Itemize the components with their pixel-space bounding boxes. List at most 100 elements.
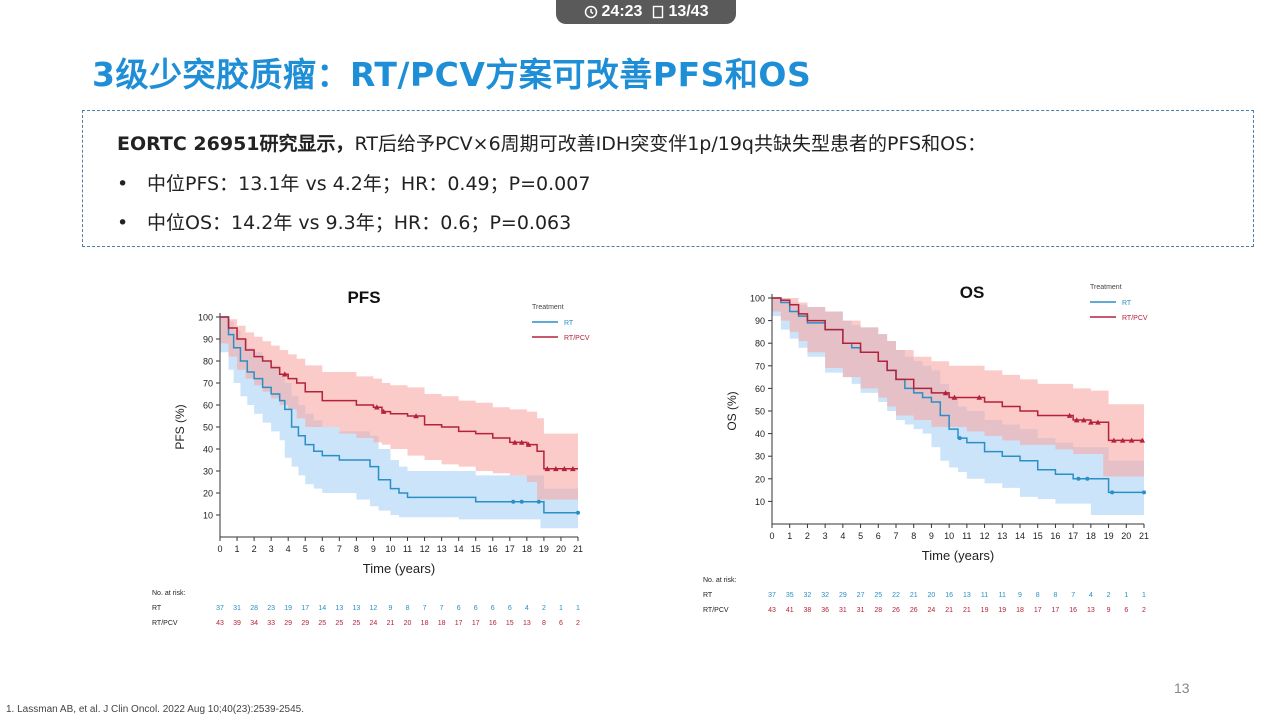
x-tick-label: 13 (437, 544, 447, 554)
at-risk-count: 31 (233, 605, 241, 612)
at-risk-count: 12 (370, 605, 378, 612)
series-ci-band-rt (220, 317, 578, 529)
at-risk-count: 32 (821, 592, 829, 599)
censor-mark-rtpcv (1088, 419, 1094, 425)
x-axis-title: Time (years) (922, 548, 994, 563)
censor-mark-rt (519, 499, 524, 504)
y-tick-label: 10 (755, 497, 765, 507)
censor-mark-rtpcv (1095, 419, 1101, 425)
x-tick-label: 3 (269, 544, 274, 554)
at-risk-count: 24 (370, 620, 378, 627)
at-risk-count: 8 (406, 605, 410, 612)
at-risk-count: 17 (455, 620, 463, 627)
at-risk-row-label: RT/PCV (152, 620, 178, 627)
x-tick-label: 16 (488, 544, 498, 554)
at-risk-count: 9 (389, 605, 393, 612)
y-axis-title: PFS (%) (173, 404, 187, 449)
y-tick-label: 40 (755, 429, 765, 439)
at-risk-count: 6 (457, 605, 461, 612)
at-risk-count: 17 (1052, 607, 1060, 614)
at-risk-count: 6 (1124, 607, 1128, 614)
y-tick-label: 10 (203, 511, 213, 521)
at-risk-count: 18 (1016, 607, 1024, 614)
x-tick-label: 21 (1139, 531, 1149, 541)
clock-icon (584, 5, 597, 19)
at-risk-row-label: RT (703, 592, 713, 599)
at-risk-count: 21 (945, 607, 953, 614)
y-tick-label: 80 (203, 357, 213, 367)
at-risk-count: 7 (423, 605, 427, 612)
censor-mark-rtpcv (1111, 437, 1117, 443)
at-risk-count: 26 (910, 607, 918, 614)
at-risk-count: 17 (472, 620, 480, 627)
at-risk-count: 14 (318, 605, 326, 612)
at-risk-count: 16 (1069, 607, 1077, 614)
x-tick-label: 12 (420, 544, 430, 554)
legend-label: RT/PCV (1122, 315, 1148, 322)
chart-title: PFS (347, 288, 380, 307)
at-risk-count: 34 (250, 620, 258, 627)
at-risk-count: 21 (910, 592, 918, 599)
x-tick-label: 0 (217, 544, 222, 554)
y-tick-label: 40 (203, 445, 213, 455)
chart-title: OS (960, 283, 985, 302)
at-risk-count: 16 (945, 592, 953, 599)
y-tick-label: 20 (755, 474, 765, 484)
at-risk-count: 36 (821, 607, 829, 614)
at-risk-count: 9 (1107, 607, 1111, 614)
at-risk-count: 20 (928, 592, 936, 599)
bullet-item-pfs: • 中位PFS：13.1年 vs 4.2年；HR：0.49；P=0.007 (117, 169, 590, 196)
censor-mark-rtpcv (1128, 437, 1135, 443)
x-tick-label: 19 (539, 544, 549, 554)
series-line-rt (220, 316, 578, 514)
at-risk-count: 4 (525, 605, 529, 612)
y-tick-label: 60 (203, 401, 213, 411)
at-risk-count: 19 (998, 607, 1006, 614)
y-tick-label: 30 (755, 452, 765, 462)
at-risk-count: 18 (438, 620, 446, 627)
at-risk-count: 6 (559, 620, 563, 627)
at-risk-count: 24 (928, 607, 936, 614)
censor-mark-rtpcv (544, 466, 551, 472)
x-tick-label: 7 (337, 544, 342, 554)
y-tick-label: 50 (203, 423, 213, 433)
x-tick-label: 1 (235, 544, 240, 554)
at-risk-count: 29 (839, 592, 847, 599)
x-tick-label: 4 (286, 544, 291, 554)
x-tick-label: 9 (371, 544, 376, 554)
x-tick-label: 8 (354, 544, 359, 554)
at-risk-count: 41 (786, 607, 794, 614)
at-risk-count: 7 (1071, 592, 1075, 599)
at-risk-count: 9 (1018, 592, 1022, 599)
at-risk-count: 43 (216, 620, 224, 627)
y-tick-label: 90 (755, 316, 765, 326)
censor-mark-rtpcv (942, 390, 949, 396)
censor-mark-rtpcv (951, 394, 958, 400)
presentation-toolbar: 24:23 13/43 (556, 0, 736, 24)
at-risk-count: 37 (216, 605, 224, 612)
x-tick-label: 18 (522, 544, 532, 554)
x-tick-label: 20 (1121, 531, 1131, 541)
at-risk-count: 8 (542, 620, 546, 627)
censor-mark-rtpcv (525, 441, 532, 447)
y-tick-label: 100 (750, 294, 765, 304)
page-icon (653, 5, 664, 19)
at-risk-count: 1 (1142, 592, 1146, 599)
at-risk-count: 16 (489, 620, 497, 627)
at-risk-count: 6 (474, 605, 478, 612)
censor-mark-rt (576, 510, 580, 515)
x-tick-label: 21 (573, 544, 583, 554)
at-risk-count: 17 (301, 605, 309, 612)
series-line-rtpcv (220, 316, 578, 470)
x-tick-label: 2 (252, 544, 257, 554)
at-risk-count: 19 (284, 605, 292, 612)
x-tick-label: 15 (1033, 531, 1043, 541)
at-risk-count: 35 (786, 592, 794, 599)
x-tick-label: 8 (911, 531, 916, 541)
bullet-mark: • (117, 212, 129, 234)
x-tick-label: 10 (944, 531, 954, 541)
slide-title: 3级少突胶质瘤：RT/PCV方案可改善PFS和OS (92, 55, 812, 94)
at-risk-count: 28 (874, 607, 882, 614)
x-tick-label: 3 (823, 531, 828, 541)
